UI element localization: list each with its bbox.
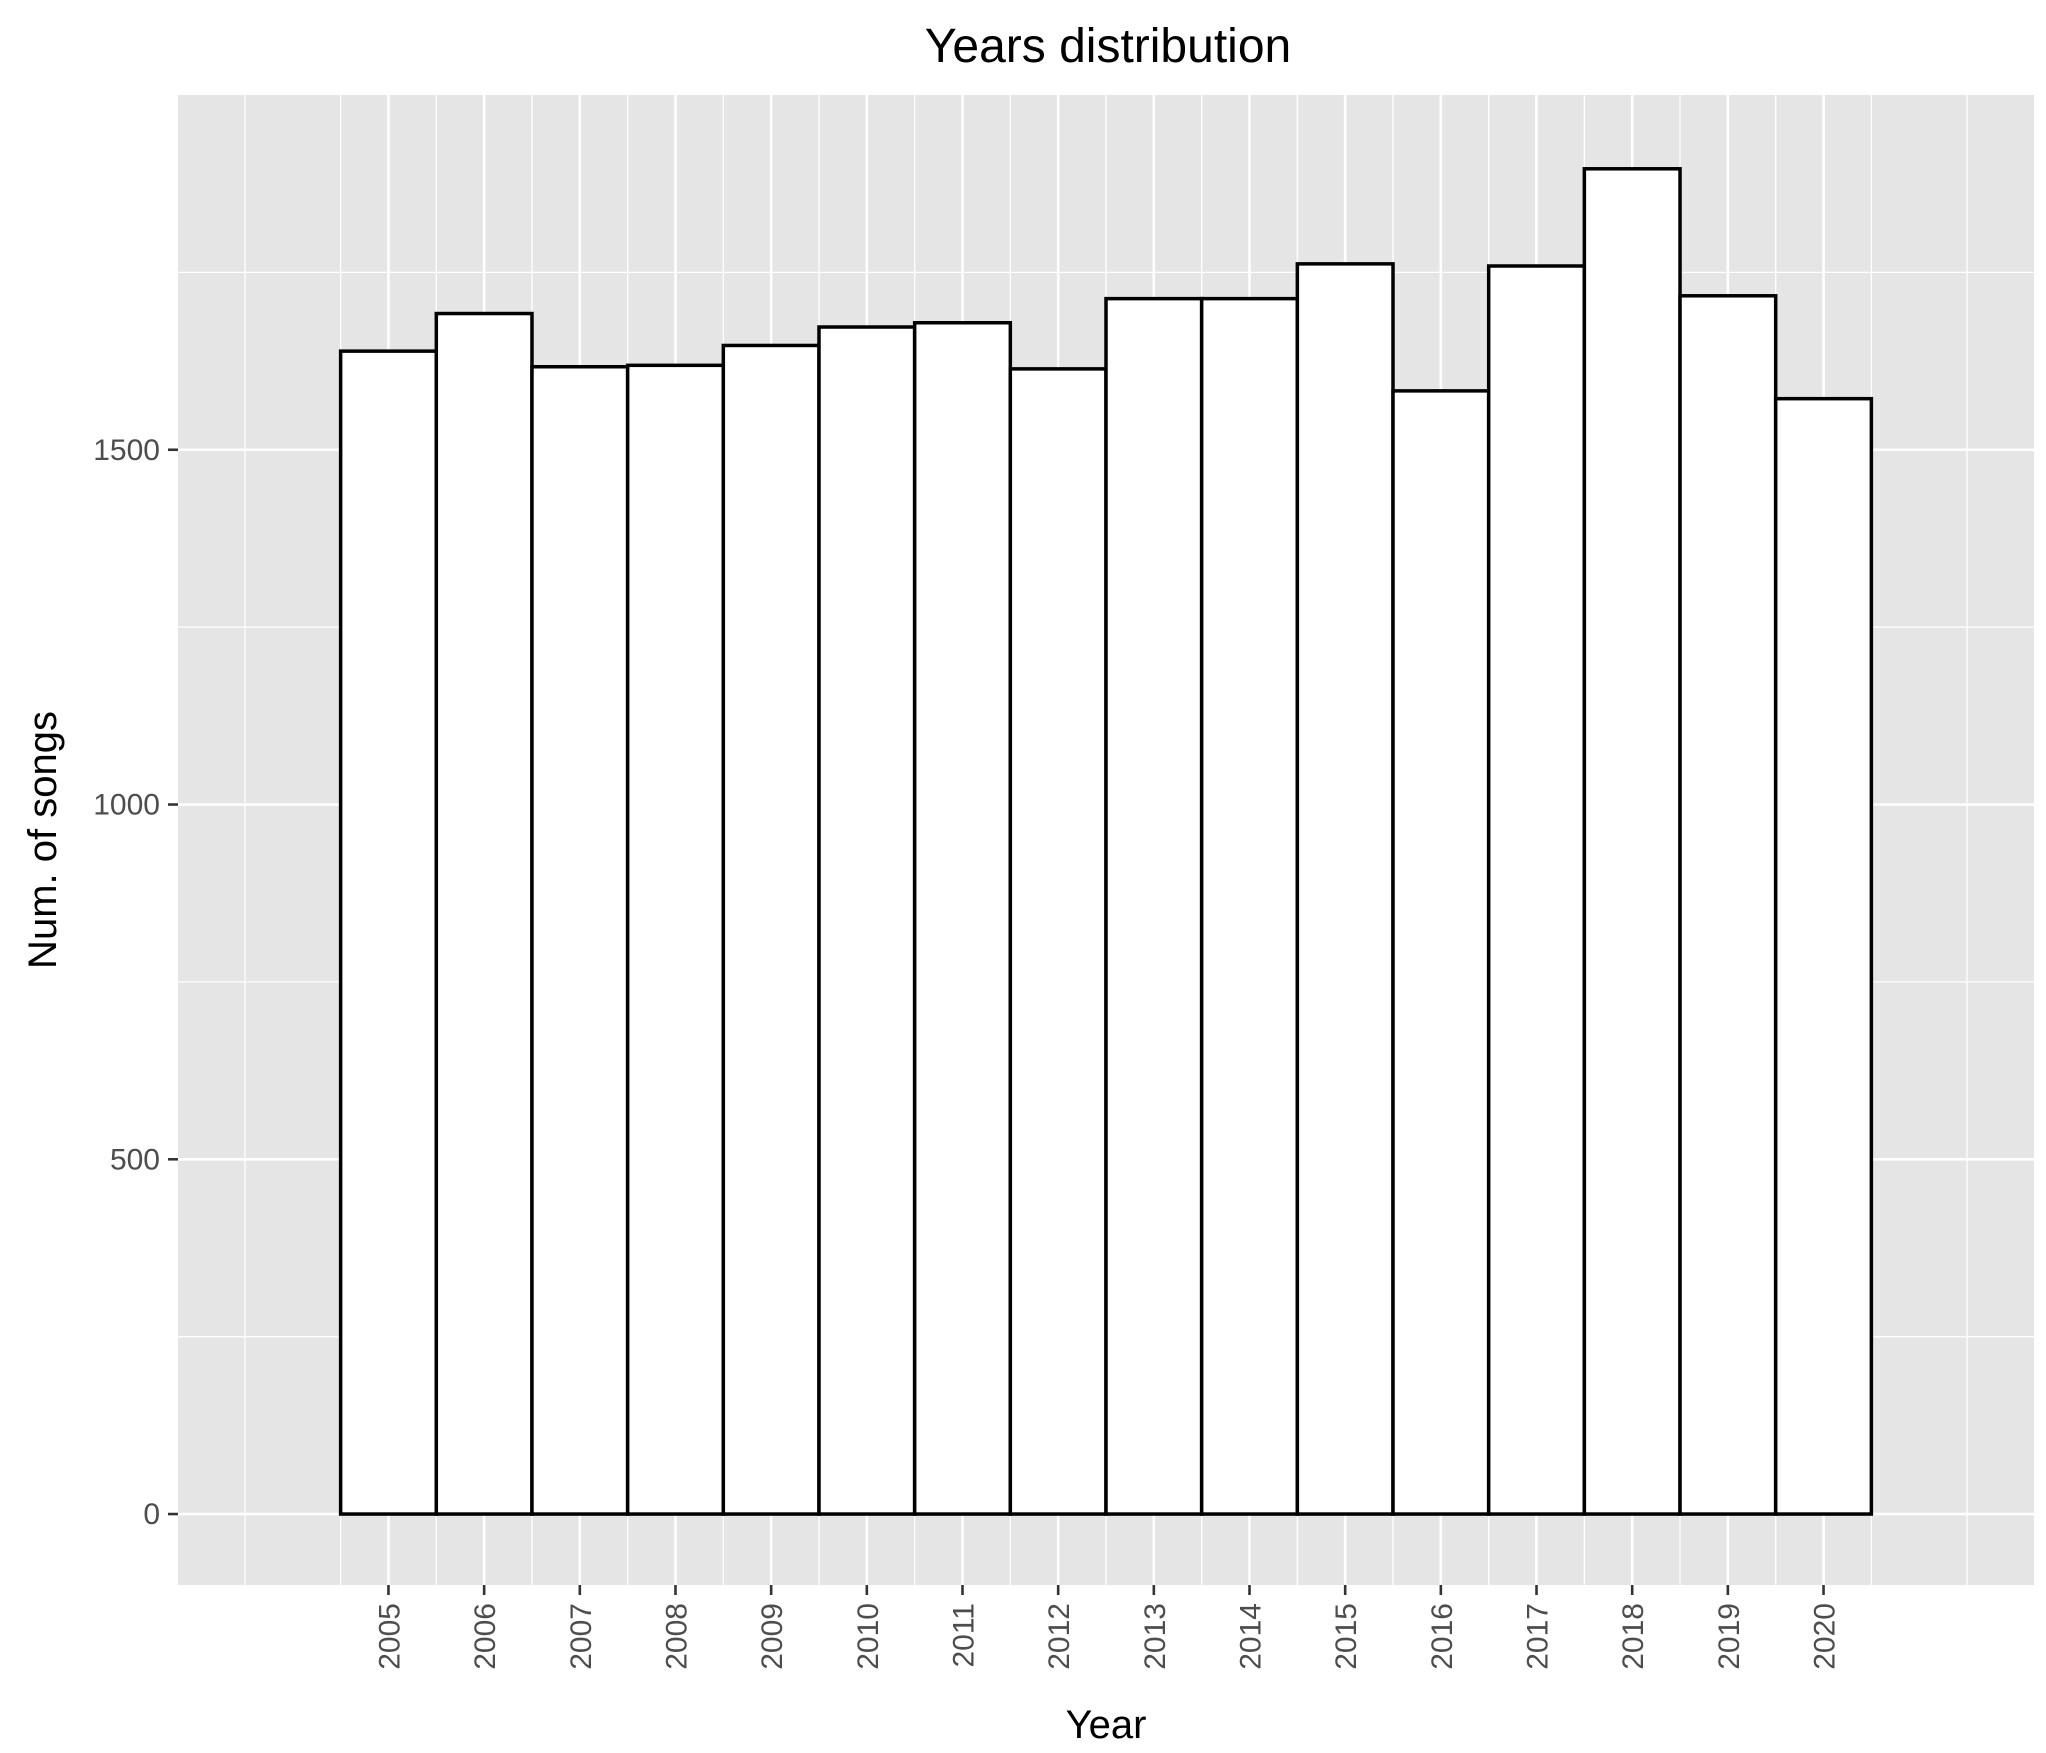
- x-tick-label: 2007: [565, 1603, 598, 1670]
- x-tick-label: 2005: [373, 1603, 406, 1670]
- x-axis: 2005 2006 2007 2008 2009 2010 2011 2012 2013 2014…: [373, 1585, 1842, 1670]
- bar-2018: [1582, 167, 1682, 1516]
- bar-2012: [1008, 367, 1108, 1516]
- x-tick-label: 2009: [756, 1603, 789, 1670]
- bar-2019: [1678, 294, 1778, 1516]
- y-tick-label: 500: [110, 1143, 160, 1176]
- chart-title: Years distribution: [925, 20, 1291, 73]
- x-tick-label: 2020: [1809, 1603, 1842, 1670]
- x-tick-label: 2019: [1713, 1603, 1746, 1670]
- x-axis-title: Year: [1066, 1703, 1147, 1747]
- x-tick-label: 2014: [1235, 1603, 1268, 1670]
- y-tick-label: 1000: [93, 789, 160, 822]
- bar-2011: [912, 321, 1013, 1516]
- bar-2006: [434, 311, 534, 1516]
- x-tick-label: 2018: [1617, 1603, 1650, 1670]
- x-tick-label: 2006: [469, 1603, 502, 1670]
- y-tick-label: 1500: [93, 434, 160, 467]
- x-tick-label: 2008: [660, 1603, 693, 1670]
- bar-2005: [338, 349, 439, 1516]
- y-tick-label: 0: [143, 1498, 160, 1531]
- bar-2017: [1486, 264, 1587, 1516]
- bar-2014: [1199, 296, 1300, 1516]
- y-axis: 0 500 1000 1500: [93, 434, 178, 1531]
- bar-2007: [530, 364, 630, 1516]
- bar-2010: [817, 325, 917, 1516]
- x-tick-label: 2015: [1330, 1603, 1363, 1670]
- bar-2016: [1391, 389, 1491, 1516]
- bar-2013: [1104, 296, 1204, 1516]
- x-tick-label: 2012: [1043, 1603, 1076, 1670]
- bars: [338, 167, 1874, 1516]
- bar-2009: [721, 343, 821, 1516]
- x-tick-label: 2011: [947, 1603, 980, 1668]
- bar-2015: [1295, 262, 1395, 1516]
- bar-2020: [1773, 396, 1874, 1516]
- x-tick-label: 2013: [1139, 1603, 1172, 1670]
- bar-2008: [625, 363, 726, 1516]
- x-tick-label: 2010: [852, 1603, 885, 1670]
- x-tick-label: 2017: [1522, 1603, 1555, 1670]
- x-tick-label: 2016: [1426, 1603, 1459, 1670]
- y-axis-title: Num. of songs: [21, 711, 65, 969]
